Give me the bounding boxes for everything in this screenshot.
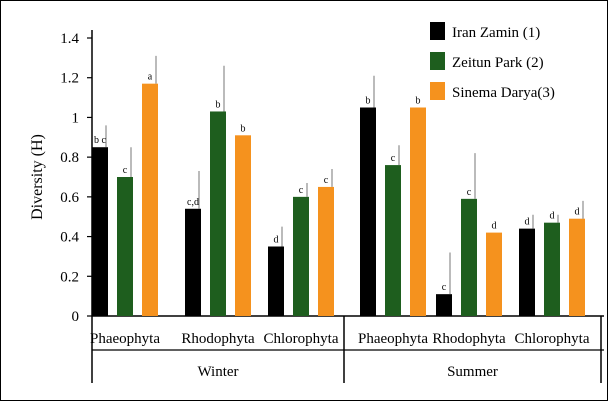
y-tick-label: 0.2 [60, 269, 79, 285]
bar [235, 135, 251, 316]
significance-label: c [324, 175, 329, 186]
y-tick-label: 0.4 [60, 230, 79, 246]
significance-label: c [123, 165, 128, 176]
bar [142, 83, 158, 317]
legend-swatch [430, 22, 445, 40]
category-label: Phaeophyta [90, 331, 160, 347]
significance-label: b [416, 96, 421, 107]
bar [185, 208, 201, 316]
bar [385, 165, 401, 316]
y-axis-label: Diversity (H) [29, 134, 46, 220]
season-label: Winter [197, 364, 238, 380]
y-tick-label: 1.4 [60, 31, 79, 47]
bars [92, 55, 585, 317]
legend-swatch [430, 52, 445, 70]
category-label: Rhodophyta [181, 331, 255, 347]
bar [461, 198, 477, 316]
significance-label: c [391, 153, 396, 164]
bar [360, 107, 376, 316]
category-label: Chlorophyta [264, 331, 339, 347]
labels: 0 0.2 0.4 0.6 0.8 1 1.2 1.4 Diversity (H) Winter P… [29, 31, 590, 380]
significance-label: b c [94, 135, 107, 146]
significance-label: d [575, 207, 580, 218]
bar [569, 218, 585, 316]
significance-label: d [525, 217, 530, 228]
legend-label: Sinema Darya(3) [452, 85, 555, 101]
legend-label: Zeitun Park (2) [452, 55, 544, 71]
bar [293, 196, 309, 316]
significance-label: c [299, 185, 304, 196]
significance-label: d [550, 211, 555, 222]
bar [210, 111, 226, 316]
y-tick-label: 0 [72, 309, 80, 325]
significance-label: a [148, 72, 153, 83]
significance-label: b [241, 123, 246, 134]
bar [410, 107, 426, 316]
category-label: Chlorophyta [515, 331, 590, 347]
bar [268, 246, 284, 316]
bar [486, 232, 502, 316]
y-tick-label: 1.2 [60, 71, 79, 87]
legend-swatch [430, 82, 445, 100]
bar [92, 147, 108, 316]
significance-label: c,d [187, 197, 199, 208]
significance-label: d [274, 235, 279, 246]
bar [519, 228, 535, 316]
season-label: Summer [447, 364, 498, 380]
significance-label: b [366, 96, 371, 107]
significance-label: c [442, 282, 447, 293]
legend: Iran Zamin (1) Zeitun Park (2) Sinema Dary… [430, 22, 555, 101]
bar [117, 177, 133, 316]
bar [544, 222, 560, 316]
bar [318, 186, 334, 316]
significance-label: d [492, 221, 497, 232]
y-tick-label: 0.6 [60, 190, 79, 206]
category-label: Phaeophyta [358, 331, 428, 347]
significance-label: b [216, 99, 221, 110]
category-label: Rhodophyta [432, 331, 506, 347]
significance-label: c [467, 187, 472, 198]
bar [436, 294, 452, 316]
y-tick-label: 0.8 [60, 150, 79, 166]
y-tick-label: 1 [72, 110, 80, 126]
legend-label: Iran Zamin (1) [452, 25, 540, 41]
